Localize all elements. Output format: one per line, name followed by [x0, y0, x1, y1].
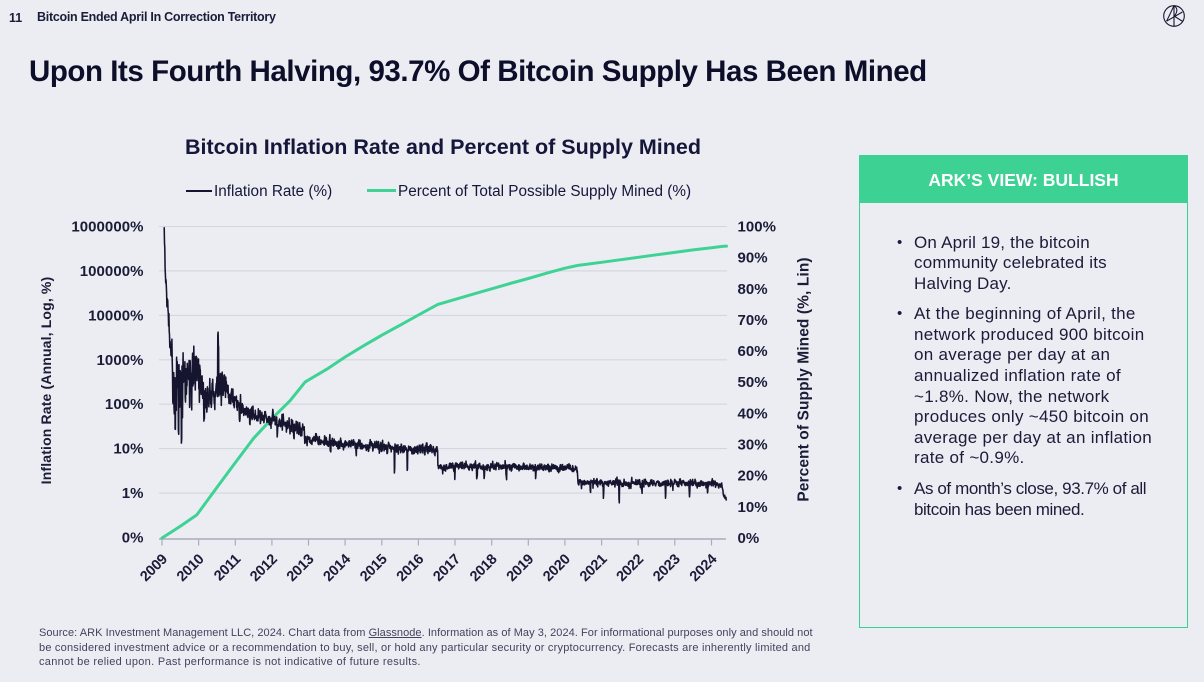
svg-text:20%: 20% [738, 468, 768, 485]
svg-text:2010: 2010 [174, 551, 208, 585]
svg-text:2015: 2015 [357, 551, 391, 585]
svg-text:2018: 2018 [467, 551, 501, 585]
svg-text:50%: 50% [738, 374, 768, 391]
svg-text:90%: 90% [738, 250, 768, 267]
svg-text:100%: 100% [105, 396, 144, 413]
svg-text:2022: 2022 [614, 551, 648, 585]
svg-text:40%: 40% [738, 405, 768, 422]
svg-text:2024: 2024 [687, 551, 721, 585]
svg-text:70%: 70% [738, 312, 768, 329]
svg-text:80%: 80% [738, 281, 768, 298]
svg-text:10%: 10% [738, 499, 768, 516]
svg-text:2013: 2013 [284, 551, 318, 585]
svg-text:Percent of Supply Mined (%, Li: Percent of Supply Mined (%, Lin) [796, 257, 813, 501]
svg-text:2019: 2019 [504, 551, 538, 585]
svg-text:30%: 30% [738, 437, 768, 454]
svg-text:1000000%: 1000000% [71, 219, 143, 236]
svg-text:60%: 60% [738, 343, 768, 360]
svg-text:2021: 2021 [577, 551, 611, 585]
svg-text:100%: 100% [738, 219, 777, 236]
svg-text:2020: 2020 [540, 551, 574, 585]
svg-text:10%: 10% [113, 441, 143, 458]
svg-text:0%: 0% [122, 530, 144, 547]
svg-text:0%: 0% [738, 530, 760, 547]
svg-text:Inflation Rate (Annual, Log, %: Inflation Rate (Annual, Log, %) [38, 277, 54, 485]
svg-text:2023: 2023 [650, 551, 684, 585]
svg-text:2014: 2014 [321, 551, 355, 585]
svg-text:2012: 2012 [247, 551, 281, 585]
svg-text:1%: 1% [122, 485, 144, 502]
svg-text:1000%: 1000% [97, 352, 144, 369]
svg-text:2009: 2009 [137, 551, 171, 585]
svg-text:2011: 2011 [211, 551, 244, 584]
svg-text:2016: 2016 [394, 551, 428, 585]
svg-text:2017: 2017 [430, 551, 464, 585]
svg-text:10000%: 10000% [88, 307, 143, 324]
svg-text:100000%: 100000% [80, 263, 144, 280]
